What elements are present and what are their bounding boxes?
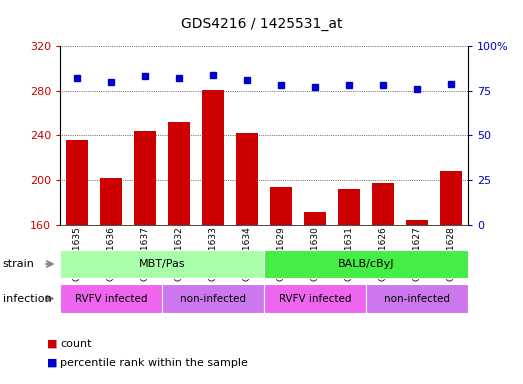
Bar (134, 131, 156, 225)
Bar (270, 187, 292, 225)
Bar (372, 183, 394, 225)
Bar (304, 212, 326, 225)
Text: non-infected: non-infected (384, 293, 450, 304)
Bar (406, 220, 428, 225)
Text: ■: ■ (47, 339, 58, 349)
Bar (168, 122, 190, 225)
Bar (440, 171, 462, 225)
Text: strain: strain (3, 259, 35, 269)
Bar (338, 189, 360, 225)
Text: MBT/Pas: MBT/Pas (139, 259, 186, 269)
Text: BALB/cByJ: BALB/cByJ (338, 259, 394, 269)
Text: GDS4216 / 1425531_at: GDS4216 / 1425531_at (181, 17, 342, 31)
Text: non-infected: non-infected (180, 293, 246, 304)
Bar (236, 133, 258, 225)
Text: count: count (60, 339, 92, 349)
Text: RVFV infected: RVFV infected (75, 293, 147, 304)
Text: ■: ■ (47, 358, 58, 368)
Bar (202, 89, 224, 225)
Text: percentile rank within the sample: percentile rank within the sample (60, 358, 248, 368)
Bar (100, 178, 122, 225)
Text: RVFV infected: RVFV infected (279, 293, 351, 304)
Text: infection: infection (3, 293, 51, 304)
Bar (66, 140, 88, 225)
